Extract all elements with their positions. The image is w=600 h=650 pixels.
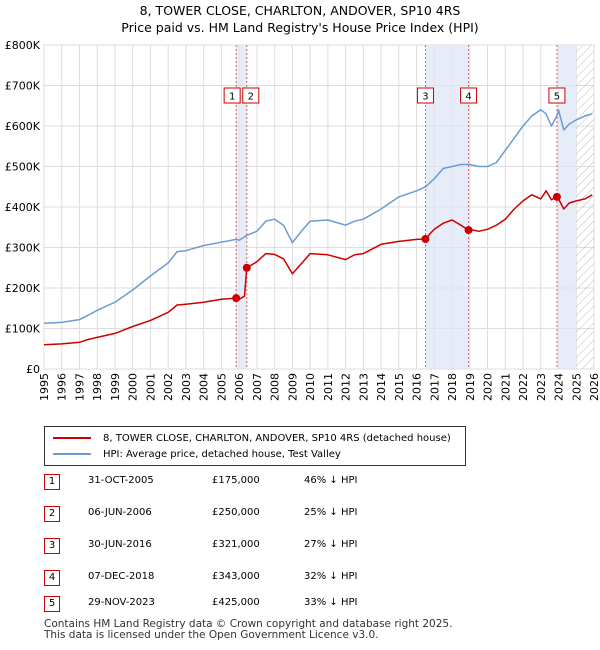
x-tick-label: 2006 <box>233 373 246 401</box>
y-tick-label: £800K <box>5 39 41 52</box>
sale-number-badge: 3 <box>44 538 60 554</box>
sale-price: £175,000 <box>212 475 260 486</box>
sale-point <box>552 192 561 201</box>
sale-marker-box <box>416 87 434 104</box>
x-tick-label: 2024 <box>553 373 566 401</box>
table-row: 2 06-JUN-2006 £250,000 25% ↓ HPI <box>44 504 484 524</box>
legend-item-property: 8, TOWER CLOSE, CHARLTON, ANDOVER, SP10 … <box>53 431 451 445</box>
sale-marker-box <box>460 87 478 104</box>
sale-hpi-diff: 27% ↓ HPI <box>304 539 358 550</box>
footer-line2: This data is licensed under the Open Gov… <box>44 629 379 641</box>
x-tick-label: 1995 <box>38 373 51 401</box>
sale-hpi-diff: 32% ↓ HPI <box>304 571 358 582</box>
x-tick-label: 2022 <box>517 373 530 401</box>
shaded-period <box>236 45 247 369</box>
footer-credit: Contains HM Land Registry data © Crown c… <box>44 619 452 641</box>
x-tick-label: 2004 <box>198 373 211 401</box>
chart-legend: 8, TOWER CLOSE, CHARLTON, ANDOVER, SP10 … <box>44 426 466 466</box>
chart-title: 8, TOWER CLOSE, CHARLTON, ANDOVER, SP10 … <box>0 2 600 36</box>
y-tick-label: £200K <box>5 282 41 295</box>
footer-line1: Contains HM Land Registry data © Crown c… <box>44 618 453 630</box>
y-tick-label: £300K <box>5 242 41 255</box>
sale-price: £425,000 <box>212 597 260 608</box>
sale-date: 30-JUN-2016 <box>88 539 152 550</box>
sale-marker-label: 4 <box>465 92 471 103</box>
sale-marker-box <box>223 87 241 104</box>
sale-marker-label: 3 <box>422 92 428 103</box>
x-tick-label: 2025 <box>570 373 583 401</box>
sale-marker-label: 1 <box>229 92 235 103</box>
x-tick-label: 2013 <box>357 373 370 401</box>
x-tick-label: 1999 <box>109 373 122 401</box>
series-line-property <box>43 190 593 346</box>
sale-date: 06-JUN-2006 <box>88 507 152 518</box>
x-tick-label: 2020 <box>482 373 495 401</box>
table-row: 1 31-OCT-2005 £175,000 46% ↓ HPI <box>44 472 484 492</box>
legend-item-hpi: HPI: Average price, detached house, Test… <box>53 447 341 461</box>
sale-point <box>421 234 430 243</box>
x-tick-label: 2003 <box>180 373 193 401</box>
legend-swatch-hpi <box>53 453 91 455</box>
sale-price: £321,000 <box>212 539 260 550</box>
sale-number-badge: 1 <box>44 474 60 490</box>
sale-number-badge: 5 <box>44 596 60 612</box>
y-tick-label: £0 <box>26 363 40 376</box>
sale-marker-label: 2 <box>248 92 254 103</box>
table-row: 5 29-NOV-2023 £425,000 33% ↓ HPI <box>44 594 484 614</box>
legend-swatch-property <box>53 437 91 439</box>
sale-marker-box <box>242 87 260 104</box>
legend-label-property: 8, TOWER CLOSE, CHARLTON, ANDOVER, SP10 … <box>103 432 451 444</box>
x-tick-label: 2019 <box>464 373 477 401</box>
forecast-hatch <box>576 45 594 369</box>
x-tick-label: 2023 <box>535 373 548 401</box>
legend-label-hpi: HPI: Average price, detached house, Test… <box>103 448 341 460</box>
x-tick-label: 2015 <box>393 373 406 401</box>
x-tick-label: 2002 <box>162 373 175 401</box>
sale-date: 31-OCT-2005 <box>88 475 154 486</box>
x-tick-label: 1998 <box>91 373 104 401</box>
sale-hpi-diff: 46% ↓ HPI <box>304 475 358 486</box>
x-tick-label: 1996 <box>56 373 69 401</box>
sale-point <box>232 294 241 303</box>
x-tick-label: 2000 <box>127 373 140 401</box>
x-tick-label: 2005 <box>215 373 228 401</box>
sale-hpi-diff: 33% ↓ HPI <box>304 597 358 608</box>
y-tick-label: £500K <box>5 161 41 174</box>
sale-date: 29-NOV-2023 <box>88 597 155 608</box>
x-tick-label: 2011 <box>322 373 335 401</box>
x-tick-label: 2017 <box>428 373 441 401</box>
sale-point <box>464 226 473 235</box>
y-tick-label: £700K <box>5 80 41 93</box>
x-tick-label: 2016 <box>411 373 424 401</box>
chart-title-line1: 8, TOWER CLOSE, CHARLTON, ANDOVER, SP10 … <box>139 3 461 18</box>
sale-price: £250,000 <box>212 507 260 518</box>
x-tick-label: 2014 <box>375 373 388 401</box>
x-tick-label: 2010 <box>304 373 317 401</box>
sale-marker-label: 5 <box>554 92 560 103</box>
x-tick-label: 2007 <box>251 373 264 401</box>
x-tick-label: 2008 <box>269 373 282 401</box>
sale-date: 07-DEC-2018 <box>88 571 155 582</box>
x-tick-label: 1997 <box>73 373 86 401</box>
y-tick-label: £100K <box>5 323 41 336</box>
x-tick-label: 2001 <box>144 373 157 401</box>
x-tick-label: 2012 <box>340 373 353 401</box>
sale-number-badge: 2 <box>44 506 60 522</box>
y-tick-label: £600K <box>5 120 41 133</box>
sale-price: £343,000 <box>212 571 260 582</box>
sale-marker-box <box>548 87 566 104</box>
series-line-hpi <box>43 109 593 324</box>
x-tick-label: 2021 <box>499 373 512 401</box>
x-tick-label: 2018 <box>446 373 459 401</box>
x-tick-label: 2009 <box>286 373 299 401</box>
x-tick-label: 2026 <box>588 373 600 401</box>
price-chart: 1 2 3 4 5 £0 £100K £200K £300K £400K £500K £600K £7… <box>5 39 600 401</box>
table-row: 4 07-DEC-2018 £343,000 32% ↓ HPI <box>44 568 484 588</box>
y-tick-label: £400K <box>5 201 41 214</box>
sale-point <box>242 263 251 272</box>
table-row: 3 30-JUN-2016 £321,000 27% ↓ HPI <box>44 536 484 556</box>
sale-hpi-diff: 25% ↓ HPI <box>304 507 358 518</box>
sale-number-badge: 4 <box>44 570 60 586</box>
chart-title-line2: Price paid vs. HM Land Registry's House … <box>121 20 479 35</box>
